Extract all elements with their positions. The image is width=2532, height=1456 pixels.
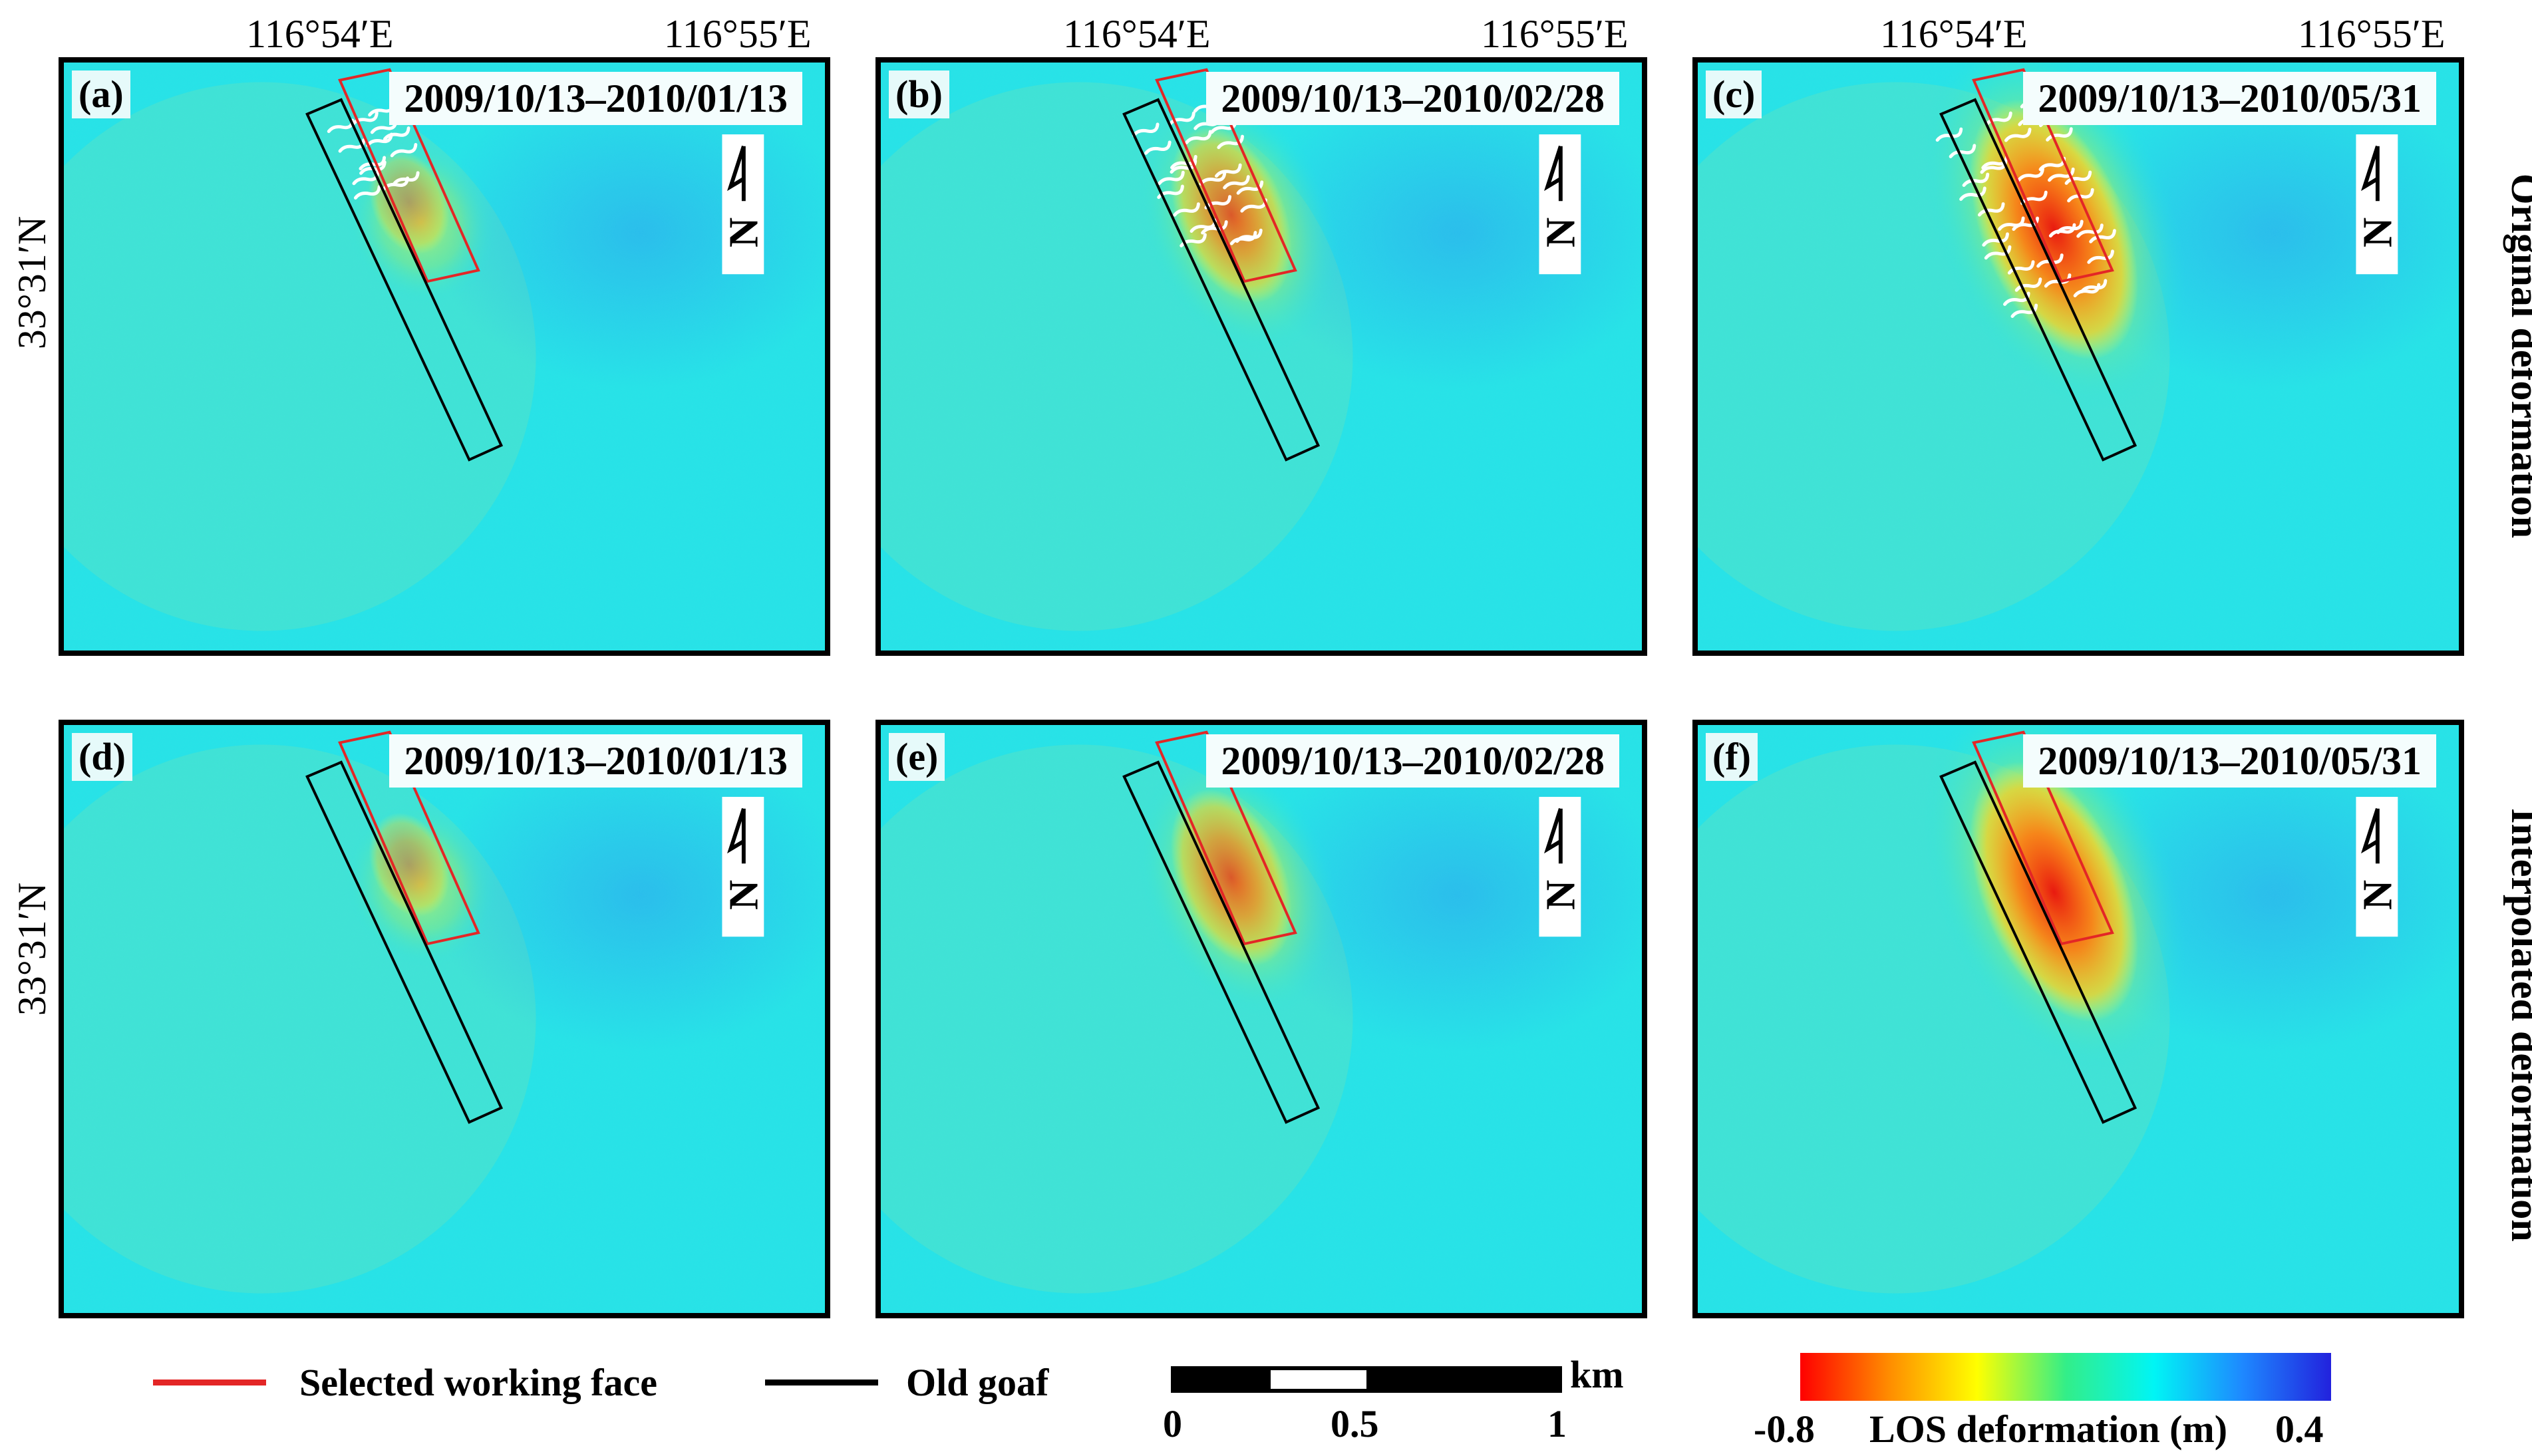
longitude-label-55: 116°55′E bbox=[2298, 12, 2446, 56]
scale-bar-tick: 0 bbox=[1163, 1402, 1182, 1445]
deformation-field: N bbox=[1698, 725, 2459, 1313]
map-panel-f: N (f) 2009/10/13–2010/05/31 bbox=[1692, 720, 2464, 1318]
working-face-legend-label: Selected working face bbox=[299, 1361, 657, 1404]
panel-tag: (b) bbox=[889, 71, 949, 118]
scale-bar-segment-white bbox=[1271, 1370, 1366, 1389]
scale-bar-unit: km bbox=[1570, 1353, 1624, 1396]
map-panel-a: N (a) 2009/10/13–2010/01/13 bbox=[59, 57, 830, 656]
scale-bar-tick: 1 bbox=[1547, 1402, 1567, 1445]
deformation-field: N bbox=[64, 725, 825, 1313]
panel-tag: (e) bbox=[889, 733, 945, 781]
colorbar-min-label: -0.8 bbox=[1754, 1407, 1815, 1451]
date-range-label: 2009/10/13–2010/01/13 bbox=[389, 72, 802, 125]
old-goaf-legend-label: Old goaf bbox=[906, 1361, 1049, 1404]
longitude-label-54: 116°54′E bbox=[1880, 12, 2028, 56]
svg-text:N: N bbox=[1537, 880, 1583, 910]
panel-tag: (c) bbox=[1706, 71, 1762, 118]
date-range-label: 2009/10/13–2010/05/31 bbox=[2023, 734, 2436, 788]
map-panel-b: N (b) 2009/10/13–2010/02/28 bbox=[875, 57, 1647, 656]
colorbar-max-label: 0.4 bbox=[2275, 1407, 2324, 1451]
longitude-label-54: 116°54′E bbox=[1063, 12, 1211, 56]
svg-text:N: N bbox=[720, 880, 766, 910]
longitude-label-54: 116°54′E bbox=[246, 12, 394, 56]
deformation-field: N bbox=[881, 63, 1642, 651]
deformation-field: N bbox=[1698, 63, 2459, 651]
date-range-label: 2009/10/13–2010/02/28 bbox=[1206, 72, 1619, 125]
panel-tag: (f) bbox=[1706, 733, 1758, 781]
svg-text:N: N bbox=[2354, 218, 2400, 247]
longitude-label-55: 116°55′E bbox=[1481, 12, 1629, 56]
colorbar bbox=[1800, 1353, 2331, 1401]
scale-bar-tick: 0.5 bbox=[1331, 1402, 1379, 1445]
svg-text:N: N bbox=[1537, 218, 1583, 247]
longitude-label-55: 116°55′E bbox=[664, 12, 812, 56]
deformation-field: N bbox=[881, 725, 1642, 1313]
latitude-label: 33°31′N bbox=[10, 882, 54, 1016]
date-range-label: 2009/10/13–2010/05/31 bbox=[2023, 72, 2436, 125]
svg-text:N: N bbox=[2354, 880, 2400, 910]
scale-bar-segment-black bbox=[1175, 1370, 1271, 1389]
panel-tag: (a) bbox=[72, 71, 130, 118]
map-panel-c: N (c) 2009/10/13–2010/05/31 bbox=[1692, 57, 2464, 656]
row-label-interpolated: Interpolated deformation bbox=[2503, 808, 2532, 1242]
colorbar-title: LOS deformation (m) bbox=[1869, 1407, 2228, 1451]
latitude-label: 33°31′N bbox=[10, 216, 54, 350]
map-panel-d: N (d) 2009/10/13–2010/01/13 bbox=[59, 720, 830, 1318]
date-range-label: 2009/10/13–2010/01/13 bbox=[389, 734, 802, 788]
scale-bar-segment-black bbox=[1366, 1370, 1558, 1389]
row-label-original: Original deformation bbox=[2503, 173, 2532, 539]
deformation-field: N bbox=[64, 63, 825, 651]
scale-bar bbox=[1171, 1366, 1562, 1393]
panel-tag: (d) bbox=[72, 733, 132, 781]
svg-text:N: N bbox=[720, 218, 766, 247]
old-goaf-line-swatch bbox=[765, 1380, 878, 1385]
date-range-label: 2009/10/13–2010/02/28 bbox=[1206, 734, 1619, 788]
map-panel-e: N (e) 2009/10/13–2010/02/28 bbox=[875, 720, 1647, 1318]
working-face-line-swatch bbox=[153, 1380, 266, 1385]
